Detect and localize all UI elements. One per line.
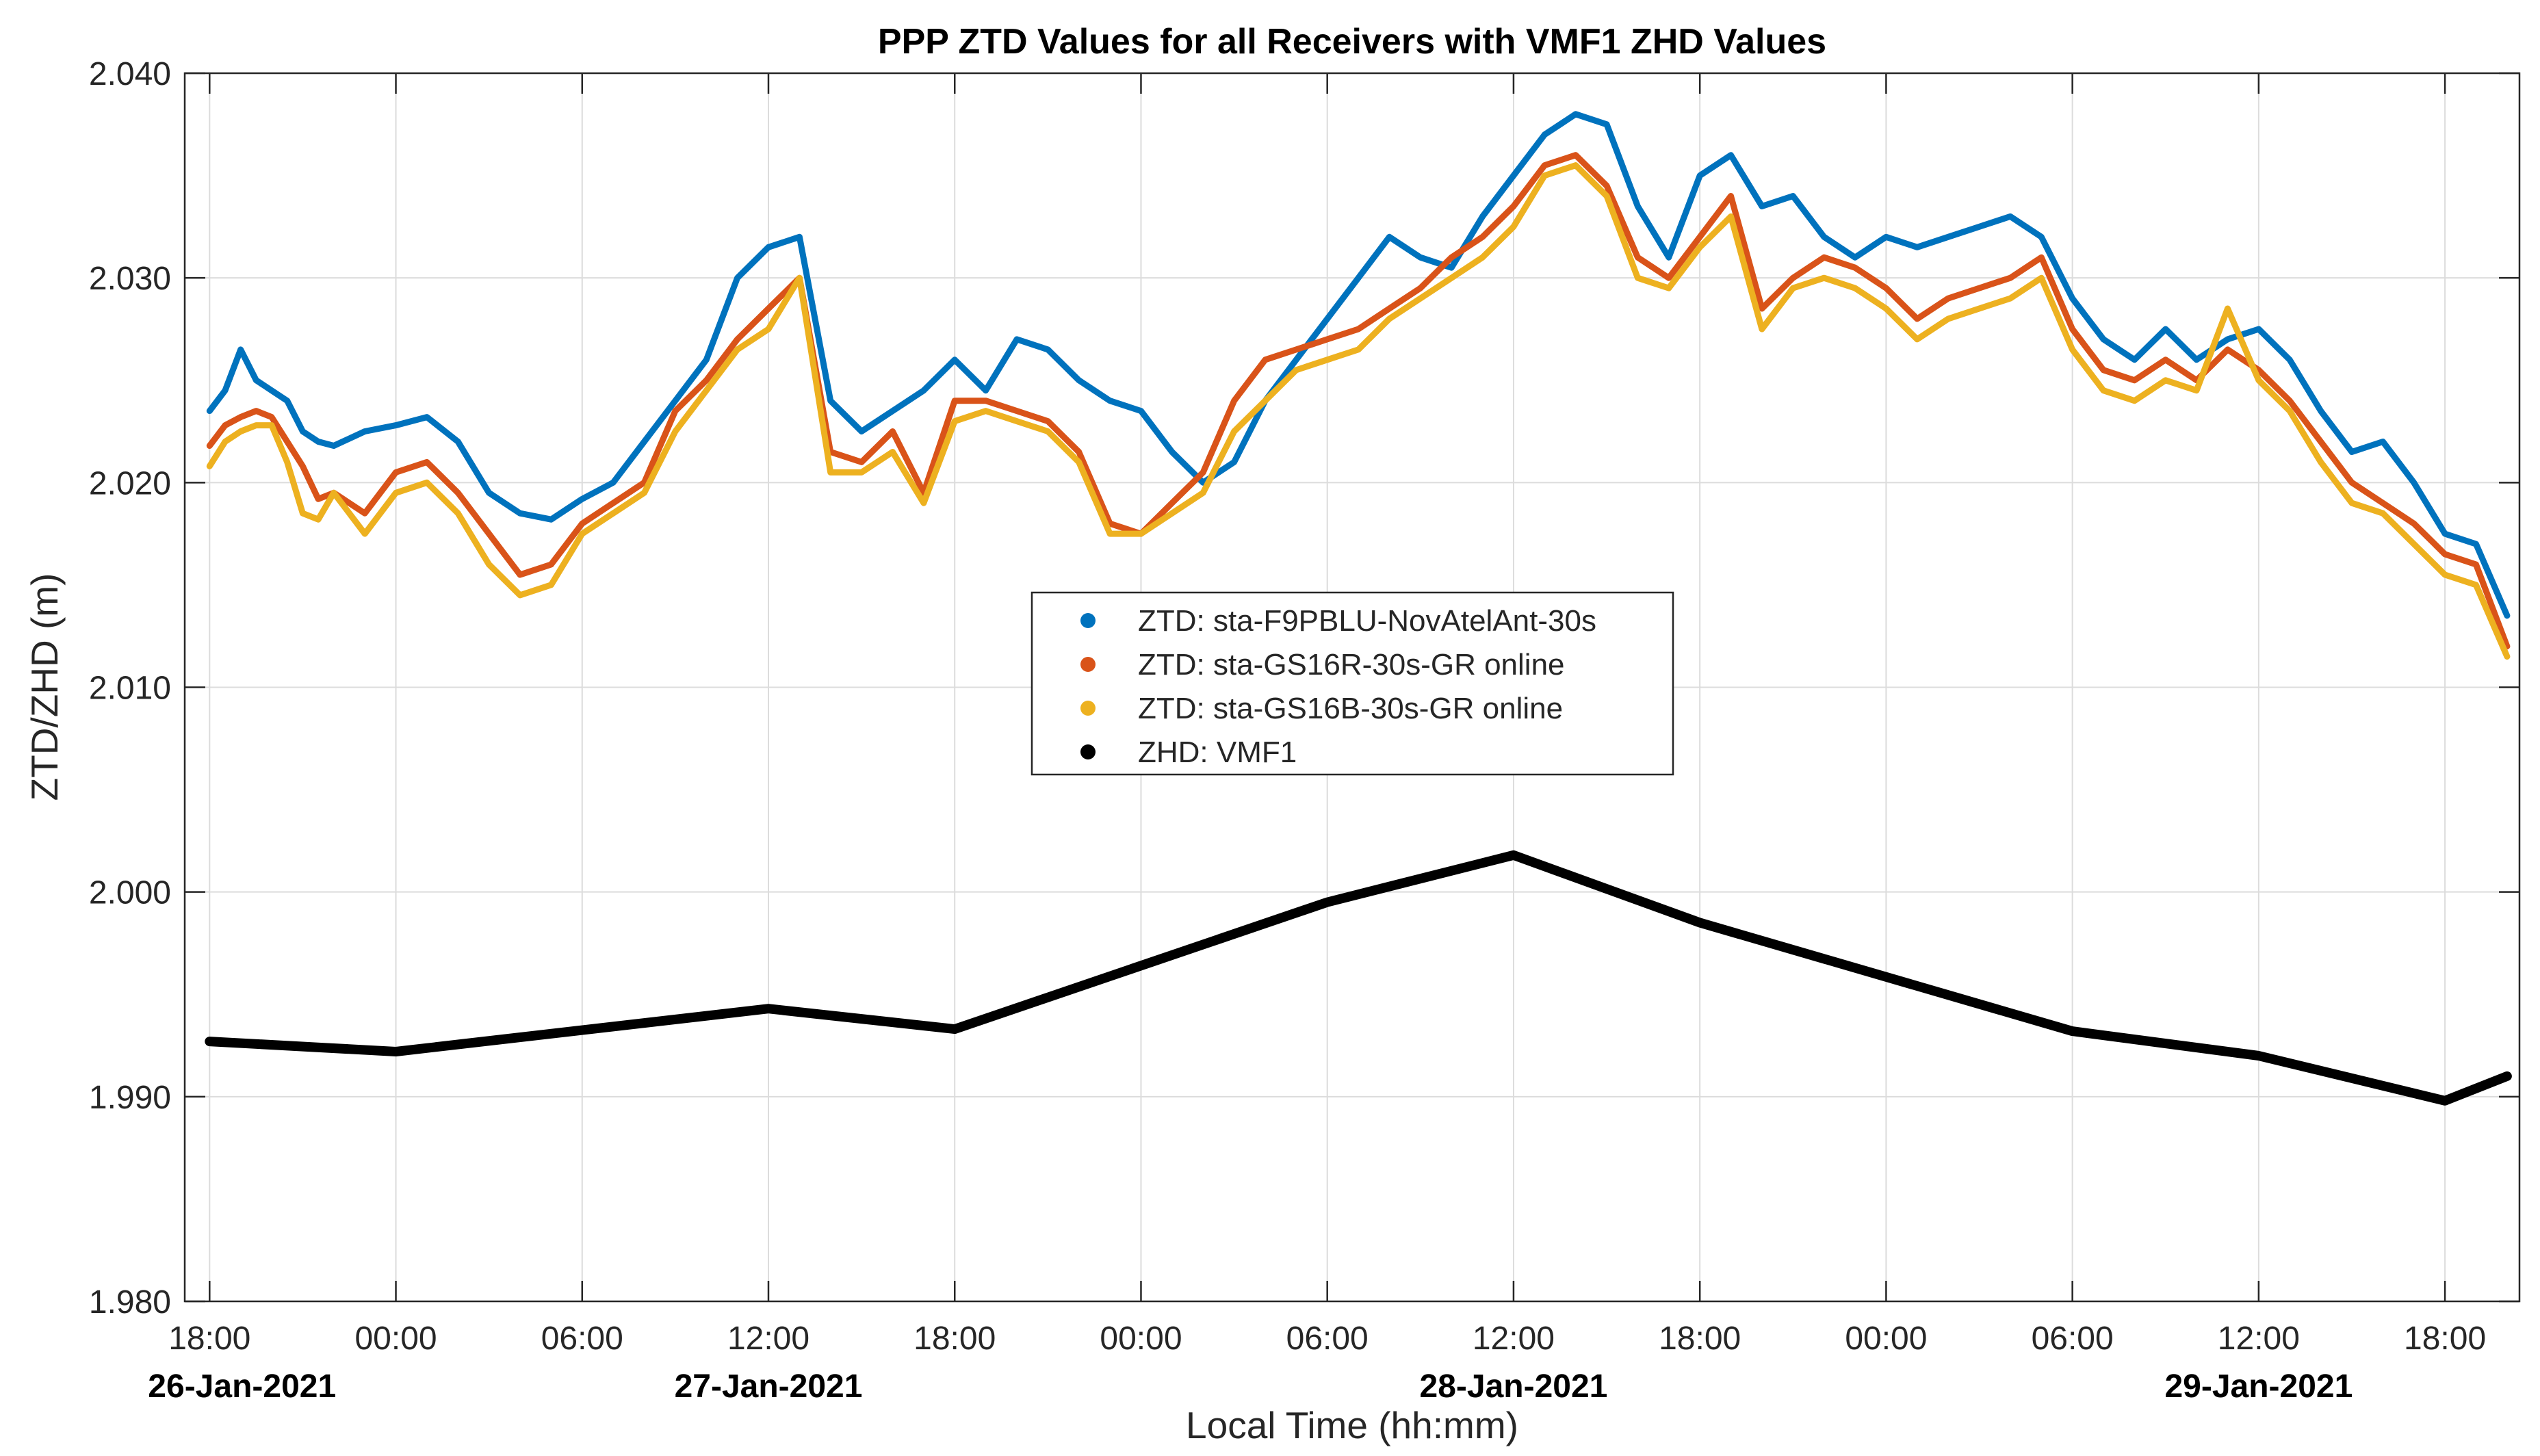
legend: ZTD: sta-F9PBLU-NovAtelAnt-30s ZTD: sta-…: [1031, 591, 1674, 776]
x-tick-label: 18:00: [168, 1321, 250, 1357]
legend-item: ZTD: sta-GS16R-30s-GR online: [1080, 648, 1565, 681]
y-tick-label: 2.010: [89, 671, 171, 707]
legend-item: ZTD: sta-GS16B-30s-GR online: [1080, 692, 1563, 725]
x-axis-label: Local Time (hh:mm): [1186, 1404, 1518, 1446]
chart-title: PPP ZTD Values for all Receivers with VM…: [878, 22, 1826, 62]
y-axis-label: ZTD/ZHD (m): [23, 573, 66, 801]
series-line-3: [206, 162, 2511, 660]
legend-item: ZHD: VMF1: [1080, 736, 1297, 769]
legend-box: [1031, 591, 1674, 776]
legend-label: ZTD: sta-F9PBLU-NovAtelAnt-30s: [1138, 604, 1596, 638]
x-date-label: 29-Jan-2021: [2164, 1368, 2353, 1405]
x-tick-label: 18:00: [1659, 1321, 1741, 1357]
x-tick-label: 00:00: [1100, 1321, 1182, 1357]
legend-marker: [1080, 613, 1096, 628]
axis-ticks: 18:00 00:00 06:00 12:00 18:00 00:00 06:00 12:00…: [89, 56, 2519, 1405]
legend-label: ZTD: sta-GS16R-30s-GR online: [1138, 648, 1565, 681]
x-tick-label: 00:00: [1845, 1321, 1927, 1357]
y-tick-label: 2.020: [89, 465, 171, 502]
series-line-1: [206, 111, 2511, 619]
y-tick-label: 2.040: [89, 56, 171, 92]
x-tick-label: 18:00: [2404, 1321, 2486, 1357]
x-tick-label: 12:00: [2218, 1321, 2300, 1357]
y-tick-label: 1.990: [89, 1080, 171, 1116]
legend-marker: [1080, 657, 1096, 672]
series-line-4: [205, 850, 2512, 1106]
x-date-label: 28-Jan-2021: [1420, 1368, 1608, 1405]
y-tick-label: 1.980: [89, 1284, 171, 1321]
y-tick-label: 2.000: [89, 875, 171, 911]
x-date-label: 26-Jan-2021: [148, 1368, 336, 1405]
legend-label: ZHD: VMF1: [1138, 736, 1297, 769]
legend-item: ZTD: sta-F9PBLU-NovAtelAnt-30s: [1080, 604, 1596, 638]
x-tick-label: 06:00: [541, 1321, 623, 1357]
x-tick-label: 18:00: [913, 1321, 996, 1357]
legend-marker: [1080, 701, 1096, 716]
x-tick-label: 00:00: [354, 1321, 437, 1357]
legend-marker: [1080, 744, 1096, 759]
x-date-label: 27-Jan-2021: [675, 1368, 863, 1405]
x-tick-label: 06:00: [2032, 1321, 2114, 1357]
legend-label: ZTD: sta-GS16B-30s-GR online: [1138, 692, 1563, 725]
x-tick-label: 06:00: [1286, 1321, 1369, 1357]
x-tick-label: 12:00: [727, 1321, 809, 1357]
y-tick-label: 2.030: [89, 261, 171, 297]
series-line-2: [206, 152, 2511, 650]
x-tick-label: 12:00: [1473, 1321, 1555, 1357]
series-layer: [205, 111, 2512, 1106]
